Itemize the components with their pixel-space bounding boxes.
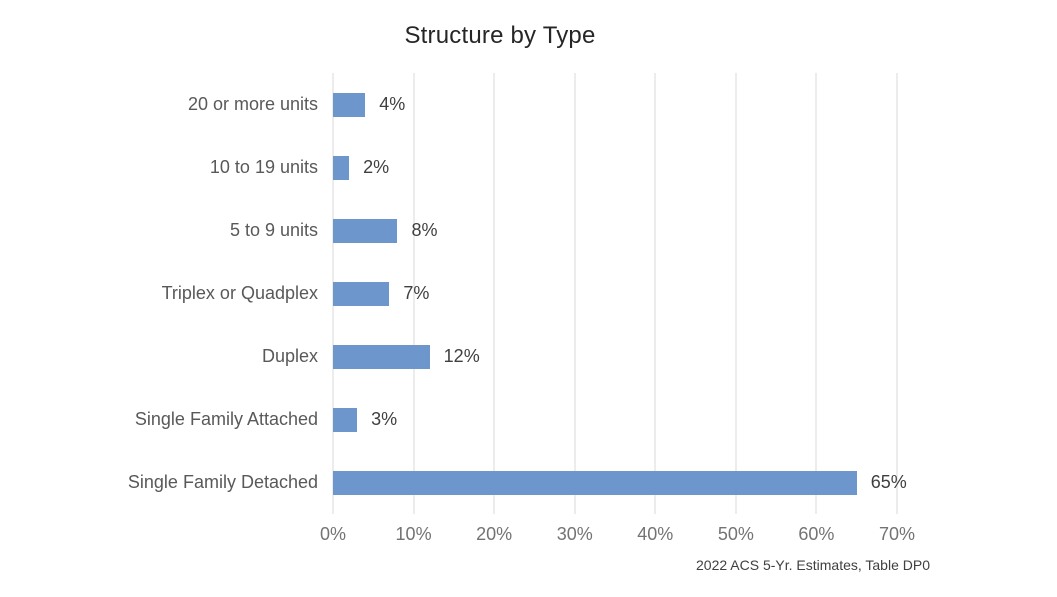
value-label: 65% [870, 472, 907, 492]
x-axis: 0% 10% 20% 30% 40% 50% 60% 70% [320, 524, 915, 548]
bar-row: 4% [333, 73, 897, 136]
gridline [493, 73, 495, 514]
bar [333, 92, 366, 117]
bar-row: 12% [333, 325, 897, 388]
x-axis-tick-label: 10% [395, 524, 432, 544]
x-axis-tick-label: 40% [637, 524, 674, 544]
x-axis-tick-label: 50% [717, 524, 754, 544]
gridline [654, 73, 656, 514]
gridline [413, 73, 415, 514]
value-label: 7% [403, 283, 430, 303]
category-label: Single Family Attached [134, 409, 318, 429]
bar [333, 407, 358, 432]
bar-row: 7% [333, 262, 897, 325]
x-axis-tick-label: 0% [319, 524, 347, 544]
bar [333, 281, 390, 306]
category-label: 10 to 19 units [209, 157, 318, 177]
bar [333, 218, 398, 243]
category-axis: 20 or more units 10 to 19 units 5 to 9 uni… [0, 73, 318, 514]
value-label: 4% [379, 94, 406, 114]
bar [333, 344, 430, 369]
category-label: 5 to 9 units [229, 220, 318, 240]
category-label: Duplex [261, 346, 318, 366]
bars-layer: 4% 2% 8% 7% 12% 3% 65% [333, 73, 907, 514]
value-label: 8% [411, 220, 438, 240]
value-label: 3% [371, 409, 398, 429]
bar [333, 470, 857, 495]
chart-title: Structure by Type [404, 22, 596, 49]
category-label: Triplex or Quadplex [161, 283, 318, 303]
source-note: 2022 ACS 5-Yr. Estimates, Table DP0 [696, 557, 930, 573]
bar-row: 2% [333, 136, 897, 199]
gridline [815, 73, 817, 514]
plot-area: 4% 2% 8% 7% 12% 3% 65% [332, 73, 907, 514]
x-axis-tick-label: 30% [556, 524, 593, 544]
x-axis-tick-label: 60% [798, 524, 835, 544]
value-label: 2% [363, 157, 390, 177]
gridline [735, 73, 737, 514]
category-label: Single Family Detached [127, 472, 318, 492]
x-axis-tick-label: 20% [476, 524, 513, 544]
gridline [574, 73, 576, 514]
x-axis-tick-label: 70% [878, 524, 916, 544]
category-label: 20 or more units [187, 94, 318, 114]
bar-row: 3% [333, 388, 897, 451]
gridline [896, 73, 898, 514]
bar-row: 65% [333, 451, 907, 514]
bar-row: 8% [333, 199, 897, 262]
bar [333, 155, 350, 180]
value-label: 12% [443, 346, 480, 366]
